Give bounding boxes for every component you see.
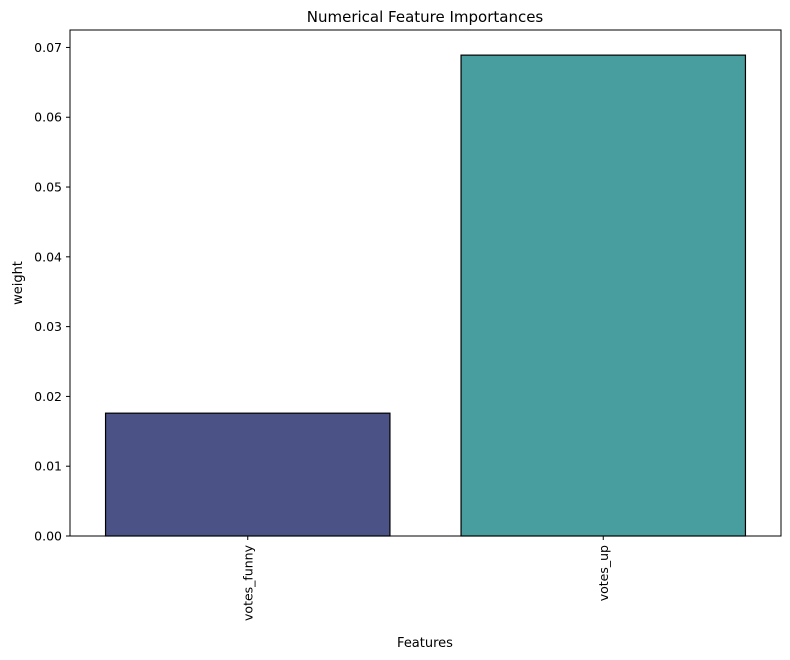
- y-axis-label: weight: [11, 261, 26, 305]
- y-tick-label: 0.01: [34, 459, 62, 474]
- y-tick-label: 0.07: [34, 40, 62, 55]
- plot-area: 0.00 0.01 0.02 0.03 0.04 0.05 0.06 0.07 votes_fu…: [34, 40, 747, 621]
- x-axis-label: Features: [397, 636, 453, 651]
- x-tick-label: votes_up: [596, 545, 611, 601]
- chart-title: Numerical Feature Importances: [307, 8, 544, 26]
- y-tick-label: 0.04: [34, 249, 62, 264]
- y-tick-label: 0.02: [34, 389, 62, 404]
- y-tick-label: 0.06: [34, 110, 62, 125]
- bar-votes-funny: [104, 412, 391, 537]
- bar-votes-up: [460, 54, 747, 537]
- y-tick-label: 0.03: [34, 319, 62, 334]
- x-tick-label: votes_funny: [240, 544, 255, 621]
- y-tick-label: 0.00: [34, 529, 62, 544]
- y-tick-label: 0.05: [34, 180, 62, 195]
- plot-frame: [69, 29, 782, 537]
